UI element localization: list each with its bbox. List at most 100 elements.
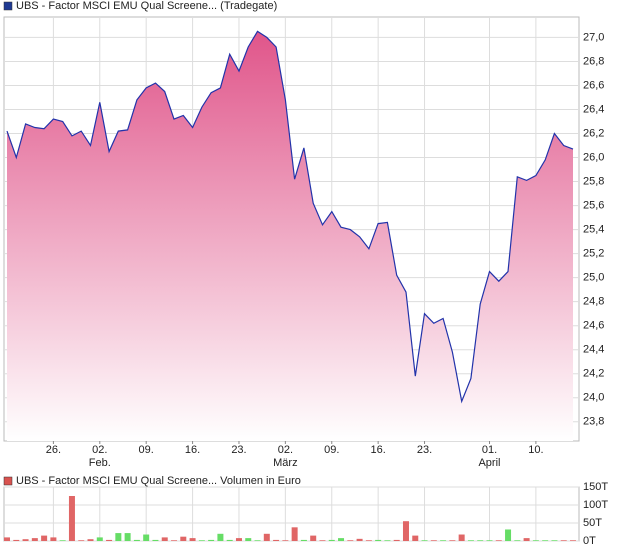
x-tick-label: 01. bbox=[482, 444, 497, 456]
volume-bar bbox=[365, 540, 372, 541]
volume-bar bbox=[430, 540, 437, 541]
volume-bar bbox=[319, 540, 326, 541]
y-tick-label: 25,6 bbox=[583, 199, 604, 211]
y-tick-label: 24,2 bbox=[583, 368, 604, 380]
volume-bar bbox=[402, 521, 409, 541]
x-group-label: Feb. bbox=[89, 457, 111, 469]
volume-bar bbox=[440, 540, 447, 541]
volume-bar bbox=[458, 534, 465, 541]
y-tick-label: 0T bbox=[583, 535, 596, 546]
y-tick-label: 27,0 bbox=[583, 31, 604, 43]
y-tick-label: 26,6 bbox=[583, 79, 604, 91]
x-tick-label: 26. bbox=[46, 444, 61, 456]
volume-bar bbox=[226, 539, 233, 541]
volume-bar bbox=[161, 537, 168, 541]
volume-bar bbox=[338, 538, 345, 541]
volume-bar bbox=[514, 540, 521, 541]
y-tick-label: 26,4 bbox=[583, 103, 604, 115]
volume-bar bbox=[282, 540, 289, 541]
volume-bar bbox=[467, 540, 474, 541]
x-tick-label: 16. bbox=[370, 444, 385, 456]
volume-bar bbox=[124, 533, 131, 541]
volume-bar bbox=[4, 537, 10, 541]
volume-bar bbox=[171, 540, 178, 541]
legend-swatch bbox=[3, 476, 13, 486]
y-tick-label: 24,6 bbox=[583, 320, 604, 332]
volume-bar bbox=[542, 540, 549, 541]
y-tick-label: 24,0 bbox=[583, 392, 604, 404]
volume-bar bbox=[560, 540, 567, 541]
volume-bar bbox=[59, 540, 66, 541]
volume-bar bbox=[347, 540, 354, 541]
volume-bar bbox=[106, 539, 113, 541]
y-tick-label: 25,8 bbox=[583, 175, 604, 187]
volume-bar bbox=[13, 539, 20, 541]
y-tick-label: 26,0 bbox=[583, 151, 604, 163]
volume-bar bbox=[505, 529, 512, 541]
volume-bar bbox=[570, 540, 576, 541]
x-tick-label: 10. bbox=[528, 444, 543, 456]
y-tick-label: 26,2 bbox=[583, 127, 604, 139]
volume-bar bbox=[115, 533, 122, 541]
x-tick-label: 09. bbox=[324, 444, 339, 456]
legend-label: UBS - Factor MSCI EMU Qual Screene... (T… bbox=[16, 0, 277, 12]
x-group-label: April bbox=[478, 457, 500, 469]
volume-bar bbox=[551, 540, 558, 541]
y-tick-label: 25,4 bbox=[583, 224, 604, 236]
volume-bar bbox=[310, 535, 317, 541]
volume-bar bbox=[180, 536, 187, 541]
y-tick-label: 26,8 bbox=[583, 55, 604, 67]
y-tick-label: 100T bbox=[583, 499, 608, 511]
volume-bar bbox=[31, 538, 38, 541]
x-tick-label: 23. bbox=[231, 444, 246, 456]
x-tick-label: 02. bbox=[92, 444, 107, 456]
volume-bar bbox=[235, 538, 242, 541]
volume-bar bbox=[78, 540, 85, 541]
x-tick-label: 09. bbox=[139, 444, 154, 456]
area-fill bbox=[7, 31, 573, 442]
y-tick-label: 150T bbox=[583, 481, 608, 493]
volume-bar bbox=[477, 540, 484, 541]
volume-bar bbox=[41, 535, 48, 541]
legend-label: UBS - Factor MSCI EMU Qual Screene... Vo… bbox=[16, 475, 301, 487]
volume-bar bbox=[143, 534, 150, 541]
volume-bar bbox=[152, 539, 159, 541]
x-group-label: März bbox=[273, 457, 297, 469]
volume-bar bbox=[384, 540, 391, 541]
x-tick-label: 16. bbox=[185, 444, 200, 456]
volume-bar bbox=[189, 538, 196, 541]
volume-bar bbox=[87, 539, 94, 541]
y-tick-label: 23,8 bbox=[583, 416, 604, 428]
volume-bar bbox=[50, 537, 57, 541]
volume-bar bbox=[198, 540, 205, 541]
volume-bar bbox=[495, 540, 502, 541]
volume-bar bbox=[291, 527, 298, 541]
y-tick-label: 24,4 bbox=[583, 344, 604, 356]
volume-bar bbox=[133, 539, 140, 541]
volume-bar bbox=[523, 538, 530, 541]
volume-bar bbox=[217, 533, 224, 541]
x-tick-label: 02. bbox=[278, 444, 293, 456]
y-tick-label: 25,0 bbox=[583, 272, 604, 284]
volume-bar bbox=[486, 540, 493, 541]
volume-bar bbox=[273, 539, 280, 541]
price-line bbox=[6, 30, 574, 404]
volume-bar bbox=[375, 539, 382, 541]
volume-bar bbox=[393, 539, 400, 541]
volume-bar bbox=[421, 540, 428, 541]
legend-swatch bbox=[3, 1, 13, 11]
volume-bar bbox=[356, 538, 363, 541]
volume-bar bbox=[263, 533, 270, 541]
volume-bar bbox=[300, 539, 307, 541]
y-tick-label: 50T bbox=[583, 517, 602, 529]
y-tick-label: 25,2 bbox=[583, 248, 604, 260]
volume-bar bbox=[532, 540, 539, 541]
x-tick-label: 23. bbox=[417, 444, 432, 456]
volume-bar bbox=[328, 539, 335, 541]
volume-bar bbox=[96, 537, 103, 541]
volume-bar bbox=[208, 539, 215, 541]
volume-bar bbox=[68, 496, 75, 541]
volume-bar bbox=[449, 540, 456, 541]
plot-frame bbox=[3, 486, 580, 542]
